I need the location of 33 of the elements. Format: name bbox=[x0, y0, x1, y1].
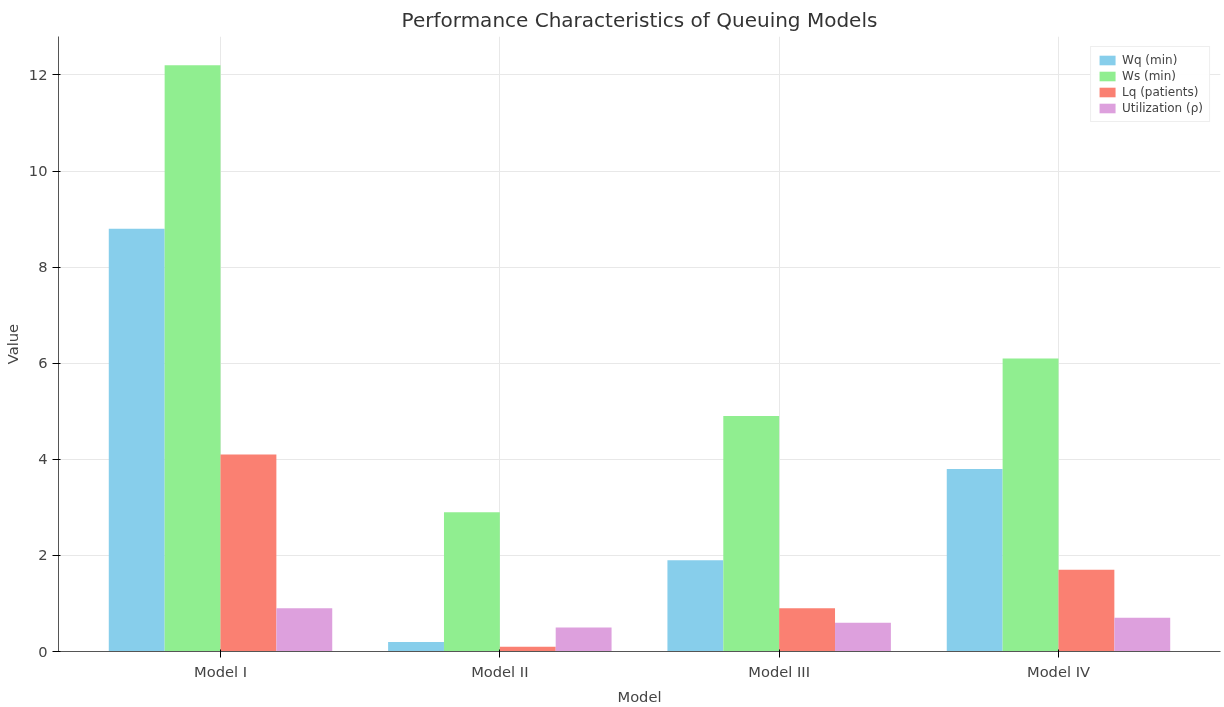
y-tick-label: 12 bbox=[28, 65, 48, 83]
y-tick-label: 2 bbox=[38, 546, 48, 564]
y-tick-label: 10 bbox=[28, 162, 48, 180]
bar bbox=[388, 641, 444, 652]
y-tick-label: 4 bbox=[38, 450, 48, 468]
bar bbox=[220, 454, 277, 652]
chart-title: Performance Characteristics of Queuing Models bbox=[401, 7, 878, 32]
x-axis-title: Model bbox=[617, 687, 662, 705]
bar bbox=[108, 228, 165, 652]
y-axis-title: Value bbox=[3, 323, 21, 365]
legend-label: Wq (min) bbox=[1122, 53, 1178, 67]
legend-label: Lq (patients) bbox=[1122, 85, 1199, 99]
x-tick-label: Model I bbox=[194, 662, 248, 680]
legend-label: Utilization (ρ) bbox=[1122, 101, 1203, 115]
bar bbox=[276, 608, 333, 652]
bar bbox=[667, 560, 724, 652]
bar bbox=[1058, 569, 1115, 652]
bar bbox=[555, 627, 612, 652]
legend-label: Ws (min) bbox=[1122, 69, 1176, 83]
bar bbox=[946, 468, 1003, 652]
bar bbox=[779, 608, 836, 652]
bar bbox=[1002, 358, 1059, 652]
y-tick-label: 0 bbox=[38, 642, 48, 660]
y-tick-label: 6 bbox=[38, 354, 48, 372]
x-tick-label: Model II bbox=[471, 662, 529, 680]
bar bbox=[835, 622, 891, 652]
bar bbox=[164, 65, 221, 652]
bar bbox=[443, 512, 500, 652]
bar bbox=[1114, 617, 1171, 652]
y-tick-label: 8 bbox=[38, 258, 48, 276]
x-tick-label: Model IV bbox=[1026, 662, 1090, 680]
bar bbox=[723, 416, 780, 652]
x-tick-label: Model III bbox=[748, 662, 810, 680]
